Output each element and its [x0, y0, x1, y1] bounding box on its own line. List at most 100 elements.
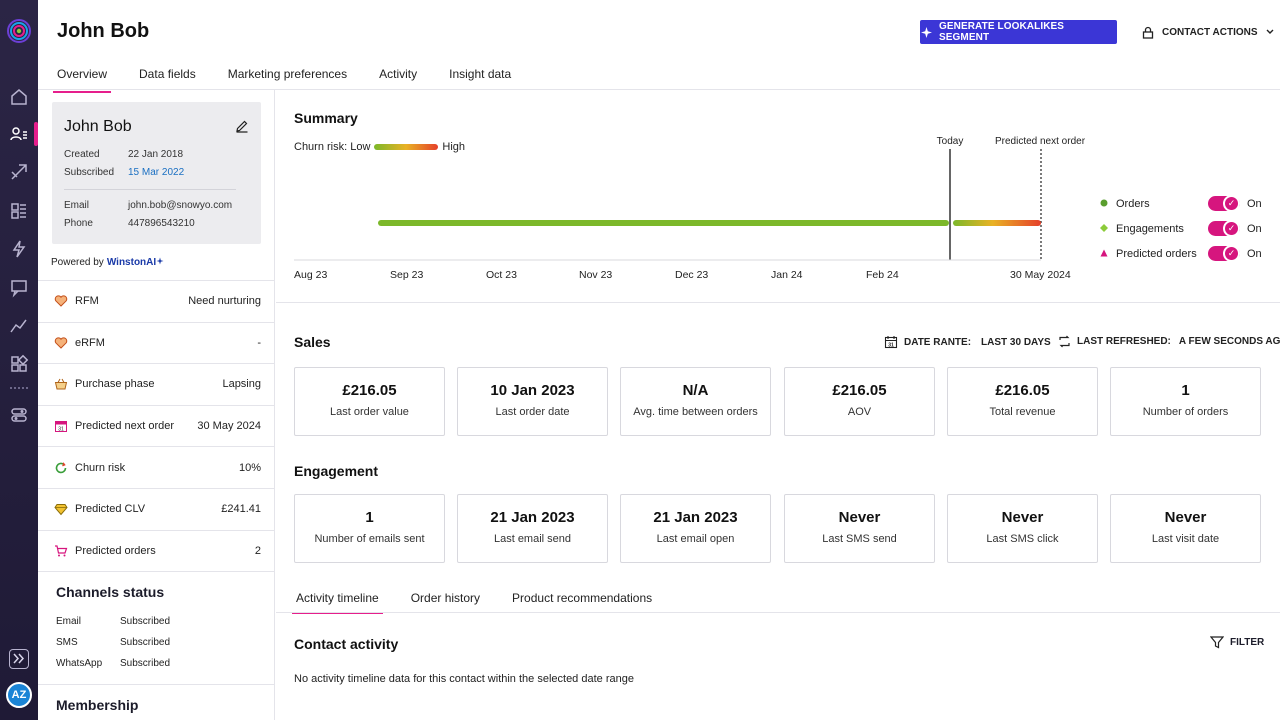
engagements-toggle[interactable]: ✓	[1208, 220, 1240, 237]
check-icon: ✓	[1223, 245, 1240, 262]
metric-label: Last SMS send	[822, 533, 897, 545]
automation-icon[interactable]	[9, 239, 29, 259]
triangle-marker-icon	[1098, 248, 1110, 260]
subscribed-value[interactable]: 15 Mar 2022	[128, 167, 185, 178]
sparkle-icon	[156, 257, 164, 265]
axis-label: Jan 24	[771, 269, 803, 281]
metric-value: Never	[838, 509, 881, 526]
metric-label: Last email send	[493, 533, 572, 545]
funnel-icon	[1210, 636, 1224, 649]
contact-activity-title: Contact activity	[294, 636, 399, 652]
predictive-attributes: RFM Need nurturing eRFM - Purchase phase…	[38, 280, 275, 573]
user-avatar[interactable]: AZ	[6, 682, 32, 708]
membership-divider	[38, 684, 275, 685]
metric-label: Number of orders	[1142, 406, 1229, 418]
attribute-label: eRFM	[75, 336, 105, 349]
phone-row: Phone 447896543210	[64, 218, 195, 229]
activity-subtabs: Activity timeline Order history Product …	[292, 583, 682, 614]
filter-label: FILTER	[1230, 637, 1265, 648]
email-label: Email	[64, 200, 90, 211]
tab-data-fields[interactable]: Data fields	[139, 67, 196, 81]
date-range[interactable]: 31 DATE RANTE: LAST 30 DAYS	[884, 335, 1051, 349]
engagement-card-last-email-send: 21 Jan 2023 Last email send	[457, 494, 608, 563]
legend-label: Predicted orders	[1116, 248, 1197, 260]
attribute-value: £241.41	[221, 503, 261, 516]
attribute-row-predicted-orders: Predicted orders 2	[38, 529, 275, 572]
campaigns-icon[interactable]	[9, 162, 29, 182]
engagement-card-last-sms-send: Never Last SMS send	[784, 494, 935, 563]
profile-card-divider	[64, 189, 236, 190]
orders-toggle[interactable]: ✓	[1208, 195, 1240, 212]
sales-card-avg-time: N/A Avg. time between orders	[620, 367, 771, 436]
churn-gradient-bar	[374, 144, 439, 150]
refreshed-label: LAST REFRESHED:	[1077, 336, 1171, 347]
sales-card-number-of-orders: 1 Number of orders	[1110, 367, 1261, 436]
attribute-row-rfm: RFM Need nurturing	[38, 280, 275, 322]
edit-pencil-icon[interactable]	[235, 119, 249, 133]
tab-marketing-preferences[interactable]: Marketing preferences	[227, 67, 348, 81]
metric-label: Last order date	[495, 406, 570, 418]
expand-rail-button[interactable]	[9, 649, 29, 669]
toggle-state: On	[1247, 223, 1262, 235]
attribute-value: 10%	[238, 461, 261, 474]
apps-icon[interactable]	[9, 354, 29, 374]
home-icon[interactable]	[9, 87, 29, 107]
axis-label: Oct 23	[486, 269, 517, 281]
channel-name: SMS	[56, 637, 78, 648]
tab-activity[interactable]: Activity	[379, 67, 418, 81]
timeline-axis-labels: Aug 23 Sep 23 Oct 23 Nov 23 Dec 23 Jan 2…	[294, 269, 1071, 281]
generate-lookalikes-button[interactable]: GENERATE LOOKALIKES SEGMENT	[920, 20, 1117, 44]
attribute-row-purchase-phase: Purchase phase Lapsing	[38, 363, 275, 405]
refresh-icon	[1059, 335, 1070, 348]
contacts-icon[interactable]	[9, 124, 29, 144]
last-refreshed[interactable]: LAST REFRESHED: A FEW SECONDS AGO	[1058, 335, 1280, 348]
messages-icon[interactable]	[9, 278, 29, 298]
tab-activity-timeline[interactable]: Activity timeline	[292, 583, 383, 614]
attribute-label: Churn risk	[75, 461, 126, 474]
engagement-card-last-visit-date: Never Last visit date	[1110, 494, 1261, 563]
dashboard-icon[interactable]	[9, 201, 29, 221]
email-row: Email john.bob@snowyo.com	[64, 200, 232, 211]
tab-order-history[interactable]: Order history	[410, 591, 481, 605]
metric-value: Never	[1001, 509, 1044, 526]
churn-risk-scale: Churn risk: Low High	[294, 141, 465, 153]
lock-icon	[1142, 26, 1154, 39]
powered-by-label: Powered by	[51, 257, 104, 268]
app-logo-icon[interactable]	[7, 19, 31, 43]
attribute-row-churn-risk: Churn risk 10%	[38, 446, 275, 488]
dot-marker-icon	[1098, 198, 1110, 210]
profile-sidebar: John Bob Created 22 Jan 2018 Subscribed 15…	[38, 90, 275, 720]
generate-lookalikes-label: GENERATE LOOKALIKES SEGMENT	[939, 21, 1065, 43]
legend-engagements: Engagements ✓ On	[1098, 220, 1262, 237]
predicted-orders-toggle[interactable]: ✓	[1208, 245, 1240, 262]
date-range-value: LAST 30 DAYS	[981, 336, 1051, 348]
metric-label: Last visit date	[1151, 533, 1220, 545]
filter-button[interactable]: FILTER	[1210, 636, 1264, 649]
metric-value: 1	[1181, 382, 1190, 399]
analytics-icon[interactable]	[9, 316, 29, 336]
tab-overview[interactable]: Overview	[52, 58, 112, 93]
axis-label: Feb 24	[866, 269, 899, 281]
email-value: john.bob@snowyo.com	[128, 200, 233, 211]
sales-card-aov: £216.05 AOV	[784, 367, 935, 436]
tab-product-recommendations[interactable]: Product recommendations	[512, 591, 653, 605]
legend-label: Engagements	[1116, 223, 1184, 235]
toggle-state: On	[1247, 198, 1262, 210]
channel-row-sms: SMS Subscribed	[56, 637, 170, 648]
profile-name: John Bob	[64, 118, 132, 135]
page-title: John Bob	[57, 20, 150, 42]
metric-label: AOV	[847, 406, 872, 418]
churn-high-label: High	[442, 141, 466, 153]
metric-label: Total revenue	[989, 406, 1056, 418]
settings-toggle-icon[interactable]	[9, 405, 29, 425]
metric-label: Last order value	[330, 406, 409, 418]
subscribed-label: Subscribed	[64, 167, 115, 178]
contact-actions-button[interactable]: CONTACT ACTIONS	[1142, 20, 1274, 44]
attribute-label: Predicted orders	[75, 544, 156, 557]
tab-insight-data[interactable]: Insight data	[449, 67, 512, 81]
metric-value: £216.05	[342, 382, 397, 399]
contact-actions-label: CONTACT ACTIONS	[1162, 26, 1258, 38]
profile-card: John Bob Created 22 Jan 2018 Subscribed 15…	[52, 102, 261, 244]
channel-name: Email	[56, 616, 82, 627]
